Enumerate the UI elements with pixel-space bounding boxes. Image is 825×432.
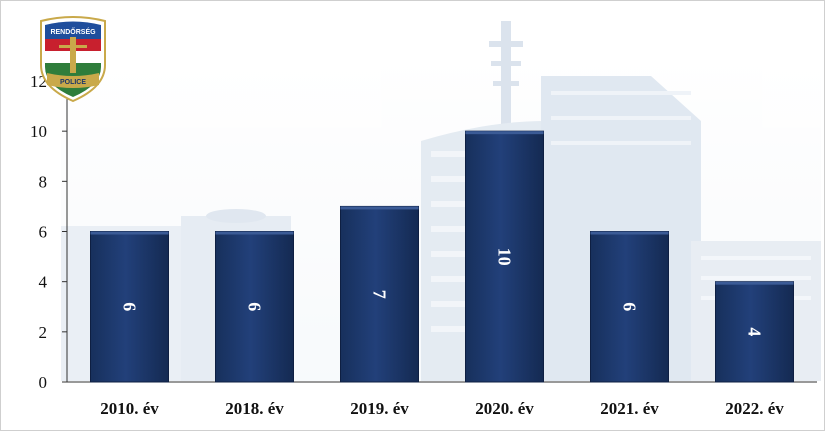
- x-category-label: 2010. év: [100, 399, 159, 418]
- bar-top-highlight: [340, 206, 419, 210]
- bar-top-highlight: [715, 281, 794, 285]
- bar: [215, 231, 294, 383]
- bar: [590, 231, 669, 383]
- bar-top-highlight: [215, 231, 294, 235]
- y-tick-label: 2: [39, 323, 48, 342]
- bar-top-highlight: [90, 231, 169, 235]
- background-building-illustration: [61, 21, 821, 381]
- x-category-label: 2020. év: [475, 399, 534, 418]
- y-tick-label: 8: [39, 172, 48, 191]
- bar-data-labels: 6 6 7 10 6 4: [120, 248, 765, 337]
- bar: [90, 231, 169, 383]
- y-tick-label: 4: [39, 273, 48, 292]
- bar: [340, 205, 419, 383]
- bar-top-highlight: [590, 231, 669, 235]
- bar-data-label: 7: [370, 290, 390, 299]
- x-category-label: 2021. év: [600, 399, 659, 418]
- x-category-label: 2019. év: [350, 399, 409, 418]
- x-axis-category-labels: 2010. év 2018. év 2019. év 2020. év 2021. év…: [100, 399, 784, 418]
- bar-top-highlight: [465, 131, 544, 135]
- y-tick-label: 6: [39, 223, 48, 242]
- bar-data-label: 4: [745, 327, 765, 336]
- police-badge-logo: RENDŐRSÉG POLICE: [40, 16, 106, 103]
- y-tick-label: 0: [39, 373, 48, 392]
- bar-data-label: 10: [495, 248, 515, 266]
- bar-series: [90, 130, 794, 383]
- bar-data-label: 6: [120, 302, 140, 311]
- badge-top-text: RENDŐRSÉG: [50, 27, 96, 36]
- x-category-label: 2018. év: [225, 399, 284, 418]
- badge-bottom-text: POLICE: [60, 79, 86, 86]
- bar-data-label: 6: [245, 302, 265, 311]
- y-tick-label: 10: [30, 122, 47, 141]
- bar-data-label: 6: [620, 302, 640, 311]
- x-category-label: 2022. év: [725, 399, 784, 418]
